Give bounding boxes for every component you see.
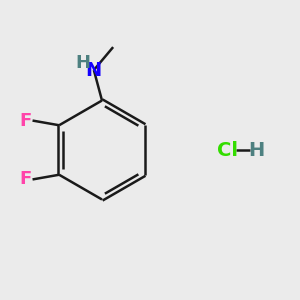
Text: H: H — [75, 54, 90, 72]
Text: F: F — [20, 112, 32, 130]
Text: N: N — [86, 61, 102, 80]
Text: H: H — [248, 140, 265, 160]
Text: Cl: Cl — [218, 140, 239, 160]
Text: F: F — [20, 170, 32, 188]
